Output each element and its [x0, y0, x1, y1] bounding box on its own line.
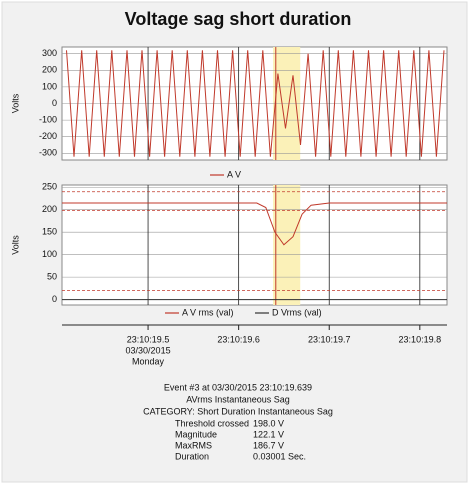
y-tick-label: -300 [39, 148, 57, 158]
y-axis-label: Volts [10, 93, 20, 113]
chart-title: Voltage sag short duration [125, 9, 352, 29]
event-key: Magnitude [175, 429, 217, 439]
legend-label: A V rms (val) [182, 307, 234, 317]
y-tick-label: 300 [42, 48, 57, 58]
y-tick-label: 50 [47, 272, 57, 282]
event-category: CATEGORY: Short Duration Instantaneous S… [143, 406, 333, 416]
y-tick-label: 200 [42, 65, 57, 75]
event-key: Threshold crossed [175, 418, 249, 428]
series-line [62, 202, 447, 246]
event-value: 0.03001 Sec. [253, 451, 306, 461]
event-value: 122.1 V [253, 429, 284, 439]
plot-area [61, 184, 448, 306]
event-value: 198.0 V [253, 418, 284, 428]
x-tick-label: 23:10:19.5 [127, 334, 170, 344]
y-tick-label: -200 [39, 131, 57, 141]
x-tick-label: 23:10:19.8 [399, 334, 442, 344]
event-value: 186.7 V [253, 440, 284, 450]
y-tick-label: 200 [42, 204, 57, 214]
y-tick-label: 100 [42, 249, 57, 259]
legend-label: D Vrms (val) [272, 307, 322, 317]
x-tick-label: 23:10:19.7 [308, 334, 351, 344]
x-tick-label: 23:10:19.6 [217, 334, 260, 344]
x-day-label: Monday [132, 356, 165, 366]
x-date-label: 03/30/2015 [126, 345, 171, 355]
event-key: MaxRMS [175, 440, 212, 450]
event-heading: Event #3 at 03/30/2015 23:10:19.639 [164, 382, 312, 392]
highlight-band [273, 185, 301, 305]
y-tick-label: 0 [52, 98, 57, 108]
event-key: Duration [175, 451, 209, 461]
y-axis-label: Volts [10, 235, 20, 255]
y-tick-label: 100 [42, 81, 57, 91]
legend-label: A V [227, 169, 241, 179]
event-type: AVrms Instantaneous Sag [186, 394, 290, 404]
y-tick-label: 0 [52, 294, 57, 304]
series-line [66, 50, 445, 157]
y-tick-label: 250 [42, 182, 57, 192]
y-tick-label: -100 [39, 114, 57, 124]
y-tick-label: 150 [42, 227, 57, 237]
